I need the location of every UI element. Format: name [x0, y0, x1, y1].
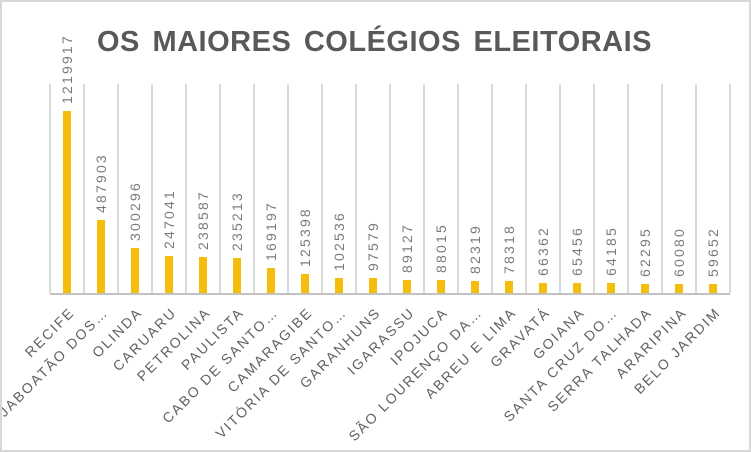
bar-serra-talhada	[641, 283, 649, 293]
value-label: 487903	[93, 153, 109, 214]
bar-belo-jardim	[709, 284, 717, 293]
value-label: 169197	[263, 200, 279, 261]
vertical-gridline	[695, 84, 697, 293]
bar-caruaru	[165, 256, 173, 293]
vertical-gridline	[457, 84, 459, 293]
bar-vit-ria-de-santo	[335, 277, 343, 293]
value-label: 300296	[127, 181, 143, 242]
value-label: 66362	[535, 226, 551, 277]
bar-igarassu	[403, 279, 411, 293]
bar-olinda	[131, 248, 139, 293]
bar-s-o-louren-o-da	[471, 280, 479, 293]
x-axis-line	[50, 293, 730, 295]
bar-abreu-e-lima	[505, 281, 513, 293]
value-label: 1219917	[59, 33, 75, 104]
bar-camaragibe	[301, 274, 309, 293]
vertical-gridline	[117, 84, 119, 293]
value-label: 60080	[671, 227, 687, 278]
value-label: 238587	[195, 190, 211, 251]
bar-jaboat-o-dos	[97, 220, 105, 293]
chart-title: OS MAIORES COLÉGIOS ELEITORAIS	[97, 26, 652, 58]
vertical-gridline	[559, 84, 561, 293]
bar-goiana	[573, 283, 581, 293]
vertical-gridline	[525, 84, 527, 293]
value-label: 64185	[603, 226, 619, 277]
vertical-gridline	[491, 84, 493, 293]
value-label: 62295	[637, 226, 653, 277]
vertical-gridline	[83, 84, 85, 293]
value-label: 82319	[467, 223, 483, 274]
value-label: 89127	[399, 222, 415, 273]
bar-cabo-de-santo	[267, 267, 275, 293]
value-label: 59652	[705, 227, 721, 278]
vertical-gridline	[219, 84, 221, 293]
value-label: 88015	[433, 222, 449, 273]
value-label: 97579	[365, 221, 381, 272]
bar-ipojuca	[437, 279, 445, 293]
vertical-gridline	[355, 84, 357, 293]
bar-petrolina	[199, 257, 207, 293]
vertical-gridline	[287, 84, 289, 293]
bar-garanhuns	[369, 278, 377, 293]
value-label: 125398	[297, 207, 313, 268]
vertical-gridline	[389, 84, 391, 293]
value-label: 102536	[331, 210, 347, 271]
value-label: 65456	[569, 226, 585, 277]
bar-paulista	[233, 257, 241, 293]
vertical-gridline	[49, 84, 51, 293]
vertical-gridline	[593, 84, 595, 293]
vertical-gridline	[423, 84, 425, 293]
value-label: 235213	[229, 190, 245, 251]
bar-gravat	[539, 283, 547, 293]
vertical-gridline	[729, 84, 731, 293]
vertical-gridline	[253, 84, 255, 293]
value-label: 78318	[501, 224, 517, 275]
bar-araripina	[675, 284, 683, 293]
vertical-gridline	[321, 84, 323, 293]
bar-recife	[63, 110, 71, 293]
value-label: 247041	[161, 189, 177, 250]
vertical-gridline	[627, 84, 629, 293]
vertical-gridline	[661, 84, 663, 293]
vertical-gridline	[185, 84, 187, 293]
vertical-gridline	[151, 84, 153, 293]
bar-santa-cruz-do	[607, 283, 615, 293]
